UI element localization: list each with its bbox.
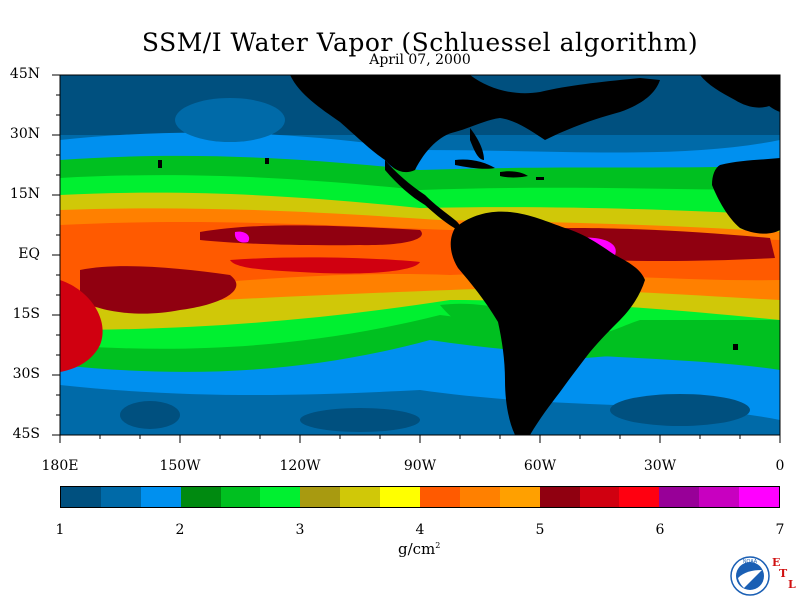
- colorbar-swatch: [579, 487, 620, 507]
- lat-tick-label: EQ: [18, 246, 40, 262]
- colorbar-tick-label: 4: [415, 522, 425, 538]
- colorbar-swatch: [699, 487, 740, 507]
- map-date: April 07, 2000: [369, 52, 471, 68]
- colorbar-tick-label: 5: [535, 522, 545, 538]
- lon-tick-label: 150W: [159, 458, 201, 474]
- lat-tick-label: 15N: [9, 186, 40, 202]
- lat-tick-label: 30N: [9, 126, 40, 142]
- noaa-logo-icon: NOAA: [730, 556, 770, 596]
- colorbar-swatch: [260, 487, 301, 507]
- lon-tick-label: 90W: [403, 458, 437, 474]
- lon-tick-label: 120W: [279, 458, 321, 474]
- etl-letter: E: [772, 556, 781, 569]
- colorbar-swatch: [459, 487, 500, 507]
- lat-tick-label: 45N: [9, 66, 40, 82]
- colorbar: [60, 486, 780, 508]
- colorbar-tick-label: 2: [175, 522, 185, 538]
- colorbar-swatch: [659, 487, 700, 507]
- lon-tick-label: 180E: [41, 458, 79, 474]
- colorbar-swatch: [300, 487, 341, 507]
- colorbar-tick-label: 6: [655, 522, 665, 538]
- colorbar-swatch: [380, 487, 421, 507]
- etl-letter: T: [779, 567, 788, 580]
- colorbar-unit: g/cm2: [398, 540, 441, 558]
- lon-tick-label: 30W: [643, 458, 677, 474]
- colorbar-swatch: [739, 487, 780, 507]
- colorbar-swatch: [61, 487, 101, 507]
- colorbar-swatch: [220, 487, 261, 507]
- svg-text:NOAA: NOAA: [743, 559, 758, 565]
- colorbar-tick-label: 7: [775, 522, 785, 538]
- colorbar-swatch: [420, 487, 460, 507]
- colorbar-swatch: [340, 487, 381, 507]
- colorbar-tick-label: 1: [55, 522, 65, 538]
- lat-tick-label: 15S: [12, 306, 40, 322]
- map-title: SSM/I Water Vapor (Schluessel algorithm): [141, 28, 699, 57]
- etl-letter: L: [788, 578, 796, 591]
- lat-tick-label: 30S: [12, 366, 40, 382]
- colorbar-swatch: [619, 487, 660, 507]
- colorbar-swatch: [180, 487, 221, 507]
- colorbar-swatch: [100, 487, 141, 507]
- lat-tick-label: 45S: [12, 426, 40, 442]
- colorbar-swatch: [539, 487, 580, 507]
- colorbar-tick-label: 3: [295, 522, 305, 538]
- colorbar-swatch: [140, 487, 181, 507]
- colorbar-swatch: [499, 487, 540, 507]
- lon-tick-label: 0: [775, 458, 785, 474]
- lon-tick-label: 60W: [523, 458, 557, 474]
